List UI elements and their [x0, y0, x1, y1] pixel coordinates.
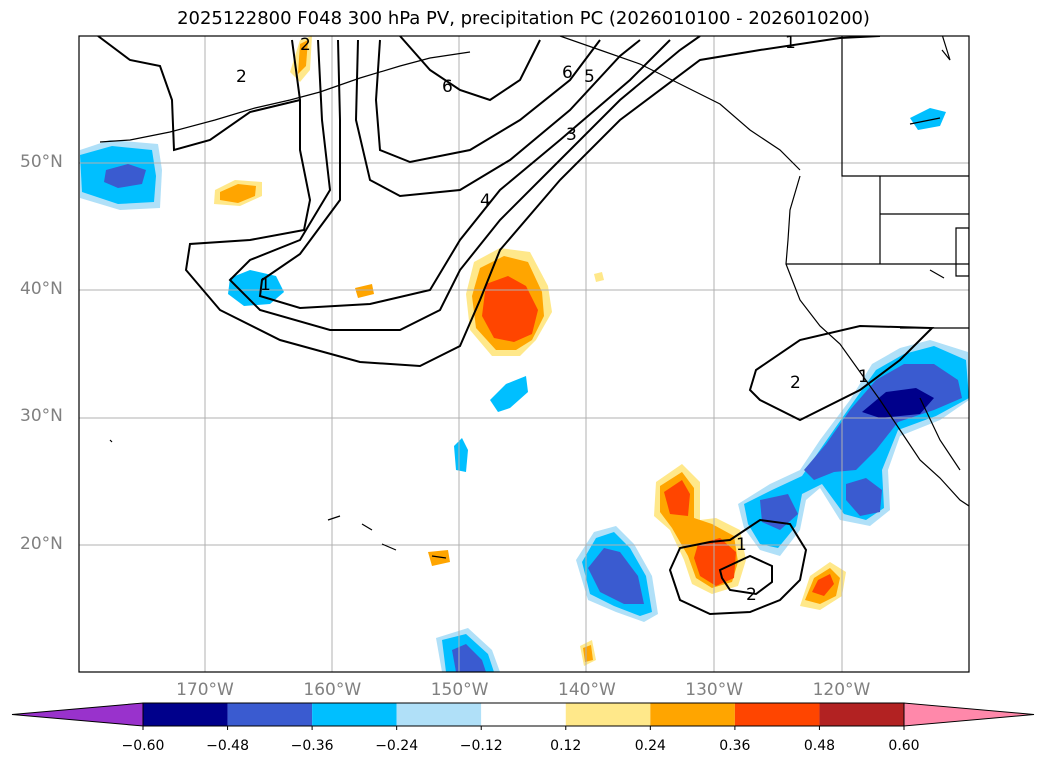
colorbar-outline [142, 702, 905, 727]
map-title: 2025122800 F048 300 hPa PV, precipitatio… [177, 8, 870, 29]
colorbar-segment [734, 703, 820, 726]
colorbar-segment [312, 703, 397, 726]
pv-contours [97, 36, 935, 616]
contour-label: 6 [442, 77, 453, 97]
latitude-label: 50°N [20, 152, 63, 172]
contour-label: 1 [736, 535, 747, 555]
colorbar-segment [481, 703, 566, 726]
contour-label: 4 [480, 191, 491, 211]
longitude-label: 120°W [812, 680, 871, 700]
longitude-label: 140°W [558, 680, 616, 700]
contour-label: 2 [790, 373, 801, 393]
longitude-label: 160°W [303, 680, 362, 700]
map-background [79, 36, 969, 672]
latitude-label: 20°N [20, 533, 63, 554]
colorbar-extend-min [11, 702, 144, 727]
colorbar-tick-label: −0.36 [290, 738, 334, 754]
contour-label: 2 [300, 35, 311, 55]
colorbar-segment [396, 703, 482, 726]
colorbar-extend-max [903, 702, 1035, 727]
graticule [79, 36, 969, 672]
colorbar-tick-label: −0.48 [206, 738, 249, 754]
longitude-label: 130°W [685, 680, 744, 700]
coastlines [99, 36, 969, 559]
contour-label: 1 [858, 367, 869, 387]
contour-label: 1 [260, 275, 271, 295]
precip-negative-shading [80, 108, 969, 672]
colorbar-tick-label: 0.48 [803, 738, 836, 754]
longitude-label: 150°W [430, 680, 489, 700]
precip-positive-shading [214, 36, 846, 666]
colorbar-tick-label: 0.36 [719, 738, 751, 754]
latitude-label: 40°N [20, 279, 63, 300]
contour-label: 1 [785, 33, 796, 53]
colorbar [11, 702, 1035, 730]
colorbar-segment [565, 703, 651, 726]
colorbar-tick-label: −0.60 [121, 738, 165, 754]
colorbar-tick-label: 0.60 [888, 738, 920, 754]
colorbar-segment [227, 703, 313, 726]
map-frame [78, 35, 970, 673]
colorbar-segment [143, 703, 228, 726]
pv-contour-labels: 1 2 2 3 4 5 6 6 1 2 1 2 1 [236, 33, 869, 605]
colorbar-tick-label: 0.24 [634, 738, 666, 754]
contour-label: 3 [566, 125, 577, 145]
colorbar-tick-label: −0.12 [459, 738, 503, 754]
colorbar-tick-label: 0.12 [550, 738, 582, 754]
colorbar-segment [650, 703, 735, 726]
contour-label: 2 [746, 585, 757, 605]
longitude-label: 170°W [176, 680, 234, 700]
colorbar-tick-label: −0.24 [375, 738, 419, 754]
colorbar-segment [819, 703, 904, 726]
contour-label: 6 [562, 63, 573, 83]
latitude-label: 30°N [20, 406, 63, 427]
contour-label: 2 [236, 67, 247, 87]
contour-label: 5 [584, 67, 595, 87]
